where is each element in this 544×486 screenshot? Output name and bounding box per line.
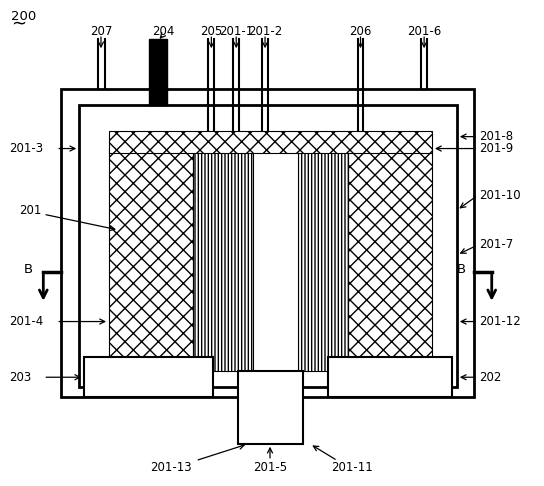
Bar (84, 357, 213, 397)
Text: 201: 201 (20, 204, 42, 217)
Text: 201-6: 201-6 (407, 25, 441, 38)
Text: 203: 203 (9, 371, 32, 384)
Text: 201-10: 201-10 (479, 189, 521, 202)
Text: 201-11: 201-11 (331, 461, 373, 474)
Bar (61, 89, 474, 397)
Bar (298, 149, 348, 371)
Text: 201-8: 201-8 (479, 130, 513, 143)
Text: 201-1: 201-1 (219, 25, 254, 38)
Bar (109, 149, 194, 371)
Text: 200: 200 (11, 10, 37, 23)
Text: 206: 206 (349, 25, 372, 38)
Text: 201-7: 201-7 (479, 239, 513, 251)
Text: ∼: ∼ (11, 15, 27, 33)
Text: 201-4: 201-4 (9, 315, 44, 328)
Bar (238, 371, 303, 444)
Bar (194, 149, 253, 371)
Text: 205: 205 (200, 25, 222, 38)
Bar (79, 105, 457, 387)
Text: 201-12: 201-12 (479, 315, 521, 328)
Text: 201-2: 201-2 (248, 25, 282, 38)
Text: 201-3: 201-3 (9, 142, 44, 155)
Text: 201-9: 201-9 (479, 142, 513, 155)
Text: 201-13: 201-13 (150, 461, 191, 474)
Bar (253, 149, 298, 371)
Bar (348, 149, 432, 371)
Text: 201-5: 201-5 (253, 461, 287, 474)
Bar (109, 131, 432, 153)
Bar (149, 39, 166, 105)
Text: 202: 202 (479, 371, 501, 384)
Text: 207: 207 (90, 25, 112, 38)
Text: B: B (23, 263, 33, 277)
Text: B: B (457, 263, 466, 277)
Text: 204: 204 (152, 25, 175, 38)
Bar (327, 357, 452, 397)
